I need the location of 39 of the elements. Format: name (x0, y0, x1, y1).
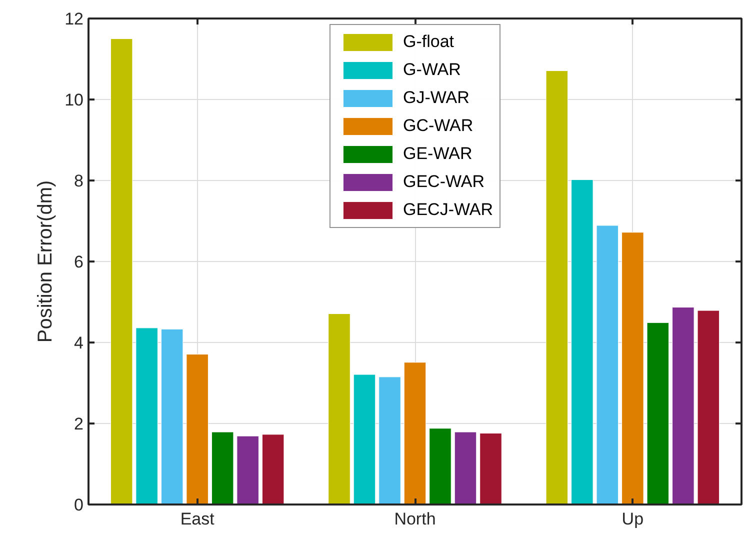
y-tick-label: 6 (74, 252, 84, 272)
bar (262, 434, 284, 504)
bar (596, 225, 619, 504)
bar (672, 307, 694, 504)
bar (110, 38, 133, 504)
bar (646, 322, 670, 504)
x-tick-label: Up (622, 510, 644, 528)
legend-label: GJ-WAR (402, 88, 470, 108)
y-tick-label: 8 (74, 172, 84, 190)
bar (454, 432, 477, 504)
legend-label: GE-WAR (402, 144, 472, 164)
y-tick-label: 2 (74, 414, 84, 434)
y-tick-label: 12 (64, 10, 84, 28)
bar (186, 354, 208, 504)
bar (211, 432, 234, 504)
y-axis-title: Position Error(dm) (34, 180, 57, 343)
legend-label: G-float (402, 32, 454, 52)
y-tick-label: 0 (74, 496, 84, 514)
bar (136, 328, 158, 504)
x-tick-label: East (180, 510, 215, 528)
y-tick-label: 10 (64, 90, 84, 110)
legend-label: GECJ-WAR (402, 200, 494, 220)
bar (378, 376, 401, 504)
bar (546, 70, 568, 504)
bar (697, 310, 720, 504)
bar (160, 328, 184, 504)
legend-label: GEC-WAR (402, 172, 485, 192)
legend-label: G-WAR (402, 60, 461, 80)
bar (236, 436, 259, 504)
bar (480, 432, 502, 504)
legend-label: GC-WAR (402, 116, 474, 136)
bar (328, 313, 350, 504)
bar (353, 374, 376, 504)
x-tick-label: North (394, 510, 436, 528)
bar (571, 179, 594, 504)
bar (429, 428, 452, 504)
bar (404, 362, 426, 504)
y-tick-label: 4 (74, 334, 84, 352)
bar (622, 232, 644, 504)
